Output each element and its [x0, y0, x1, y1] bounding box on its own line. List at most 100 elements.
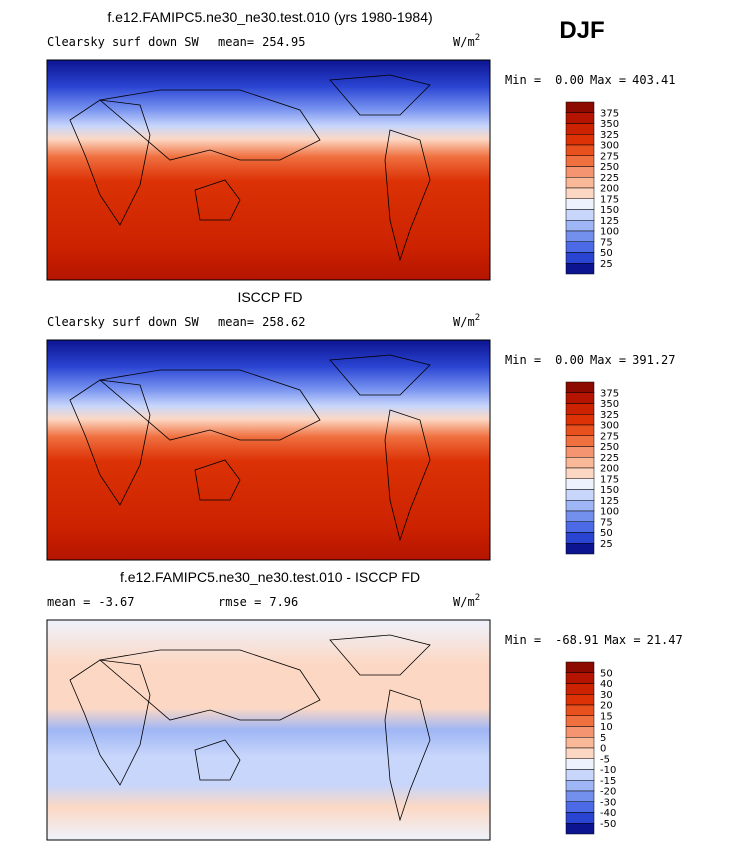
max-value: 391.27 [632, 353, 675, 367]
colorbar-label: -50 [600, 819, 616, 830]
colorbar-box [565, 123, 595, 135]
map-field [46, 59, 491, 281]
coastline [384, 129, 431, 262]
colorbar-label: 150 [600, 205, 619, 216]
colorbar-label: 250 [600, 162, 619, 173]
units-base: W/m [453, 595, 475, 609]
colorbar-box [565, 392, 595, 404]
colorbar-label: -10 [600, 765, 616, 776]
colorbar-box [565, 683, 595, 695]
colorbar-label: 100 [600, 507, 619, 518]
max-value: 403.41 [632, 73, 675, 87]
coastline [329, 74, 431, 116]
stat-label: mean= [218, 35, 254, 49]
colorbar-box [565, 101, 595, 113]
colorbar-box [565, 661, 595, 673]
colorbar-box [565, 510, 595, 522]
colorbar-box [565, 187, 595, 199]
colorbar-label: 40 [600, 679, 613, 690]
variable-label: Clearsky surf down SW [47, 35, 199, 49]
coastline [69, 99, 151, 226]
colorbar-box [565, 715, 595, 727]
coastline [99, 89, 321, 161]
max-label: Max = [590, 353, 626, 367]
map-field [46, 339, 491, 561]
units-base: W/m [453, 315, 475, 329]
min-label: Min = [505, 73, 541, 87]
units-base: W/m [453, 35, 475, 49]
stat: mean= 258.62 [218, 315, 305, 329]
colorbar-label: 100 [600, 227, 619, 238]
colorbar-label: 300 [600, 141, 619, 152]
colorbar-box [565, 790, 595, 802]
colorbar-label: 200 [600, 464, 619, 475]
colorbar-box [565, 209, 595, 221]
colorbar-box [565, 758, 595, 770]
min-max: Min = 0.00 Max = 403.41 [505, 73, 676, 87]
colorbar-box [565, 478, 595, 490]
min-label: Min = [505, 353, 541, 367]
stat-label: mean = [47, 595, 90, 609]
coastline [99, 649, 321, 721]
colorbar-box [565, 747, 595, 759]
colorbar-box [565, 435, 595, 447]
colorbar-box [565, 155, 595, 167]
colorbar-box [565, 112, 595, 124]
panel-title: f.e12.FAMIPC5.ne30_ne30.test.010 - ISCCP… [120, 569, 420, 585]
colorbar-label: 325 [600, 410, 619, 421]
colorbar-label: 50 [600, 248, 613, 259]
colorbar-label: -40 [600, 808, 616, 819]
colorbar-box [565, 769, 595, 781]
units-exp: 2 [475, 313, 480, 323]
colorbar-label: -5 [600, 754, 610, 765]
colorbar-label: 200 [600, 184, 619, 195]
colorbar-box [565, 812, 595, 824]
colorbar-box [565, 241, 595, 253]
panel-title: ISCCP FD [237, 289, 302, 305]
colorbar-label: 250 [600, 442, 619, 453]
colorbar-box [565, 467, 595, 479]
panel-title: f.e12.FAMIPC5.ne30_ne30.test.010 (yrs 19… [107, 9, 432, 25]
colorbar-box [565, 694, 595, 706]
colorbar-box [565, 801, 595, 813]
colorbar-box [565, 220, 595, 232]
colorbar-label: 275 [600, 151, 619, 162]
colorbar-label: 15 [600, 711, 613, 722]
colorbar-box [565, 704, 595, 716]
colorbar-label: 50 [600, 528, 613, 539]
colorbar-label: 225 [600, 453, 619, 464]
coastline [384, 689, 431, 822]
colorbar-box [565, 532, 595, 544]
colorbar-label: 150 [600, 485, 619, 496]
colorbar-box [565, 403, 595, 415]
coastline [194, 739, 241, 781]
min-max: Min = 0.00 Max = 391.27 [505, 353, 676, 367]
colorbar-box [565, 521, 595, 533]
colorbar-label: 25 [600, 539, 613, 550]
colorbar-box [565, 823, 595, 835]
colorbar-label: 30 [600, 690, 613, 701]
max-label: Max = [604, 633, 640, 647]
stat-value: 258.62 [262, 315, 305, 329]
colorbar-box [565, 166, 595, 178]
stat-label: mean= [218, 315, 254, 329]
colorbar-box [565, 381, 595, 393]
coastline [194, 459, 241, 501]
coastline [69, 379, 151, 506]
min-max: Min = -68.91 Max = 21.47 [505, 633, 683, 647]
colorbar-box [565, 726, 595, 738]
min-value: 0.00 [555, 73, 584, 87]
colorbar-box [565, 263, 595, 275]
colorbar-box [565, 446, 595, 458]
colorbar-box [565, 414, 595, 426]
colorbar-label: 375 [600, 108, 619, 119]
map-field [46, 619, 491, 841]
colorbar-box [565, 424, 595, 436]
coastline [99, 369, 321, 441]
stat-label: rmse = [218, 595, 261, 609]
colorbar-label: 125 [600, 216, 619, 227]
colorbar-label: 75 [600, 237, 613, 248]
min-value: -68.91 [555, 633, 598, 647]
colorbar-label: 10 [600, 722, 613, 733]
colorbar-box [565, 457, 595, 469]
